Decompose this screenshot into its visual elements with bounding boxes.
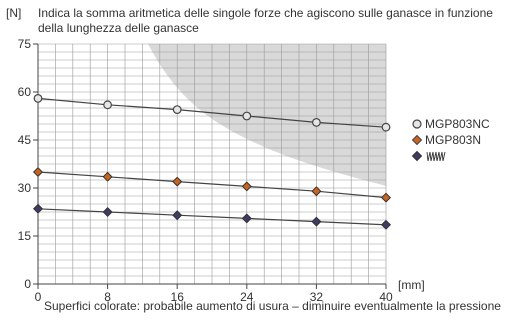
data-point-diamond [102, 171, 113, 182]
series-line [37, 97, 387, 128]
data-point-diamond [380, 192, 392, 203]
series-line [37, 171, 387, 199]
y-tick-label: 30 [18, 181, 32, 195]
data-point-diamond [241, 213, 252, 224]
legend-item-mgp803n: MGP803N [411, 132, 490, 148]
data-point-diamond [32, 166, 44, 178]
data-point-diamond [32, 203, 44, 214]
data-point-circle [312, 117, 321, 127]
legend-label: MGP803N [425, 133, 482, 147]
series-line [37, 208, 387, 226]
y-tick-label: 75 [18, 37, 32, 51]
x-tick-label: 8 [104, 290, 111, 304]
legend-item-third-series [411, 148, 490, 164]
shading-note: Superfici colorate: probabile aumento di… [44, 299, 501, 313]
data-point-circle [381, 122, 391, 132]
data-point-diamond [102, 206, 113, 218]
legend-item-mgp803nc: MGP803NC [411, 116, 490, 132]
x-tick-label: 24 [240, 290, 254, 304]
y-tick-label: 15 [18, 229, 32, 243]
legend-label: MGP803NC [425, 117, 490, 131]
data-point-diamond [311, 216, 322, 227]
x-axis-label: [mm] [398, 278, 425, 292]
circle-marker-icon [412, 119, 422, 129]
data-point-circle [103, 100, 112, 110]
data-point-diamond [172, 176, 183, 187]
scribble-label-icon [426, 151, 446, 162]
y-tick-label: 45 [18, 133, 32, 147]
data-point-diamond [311, 186, 322, 197]
chart-description: Indica la somma aritmetica delle singole… [38, 6, 493, 35]
data-point-diamond [172, 210, 183, 221]
legend: MGP803NC MGP803N [411, 116, 490, 164]
diamond-marker-icon [411, 150, 423, 162]
data-point-diamond [241, 181, 252, 192]
diamond-marker-icon [411, 134, 423, 146]
data-point-circle [172, 105, 182, 114]
wear-shaded-region [148, 44, 386, 186]
x-tick-label: 40 [379, 290, 393, 304]
x-tick-label: 0 [35, 290, 42, 304]
y-axis-unit: [N] [6, 6, 22, 20]
x-tick-label: 16 [171, 290, 185, 304]
x-tick-label: 32 [310, 290, 324, 304]
data-point-diamond [380, 219, 392, 230]
y-tick-label: 60 [18, 85, 32, 99]
data-point-circle [242, 111, 252, 121]
y-tick-label: 0 [24, 277, 31, 291]
data-point-circle [33, 93, 43, 103]
